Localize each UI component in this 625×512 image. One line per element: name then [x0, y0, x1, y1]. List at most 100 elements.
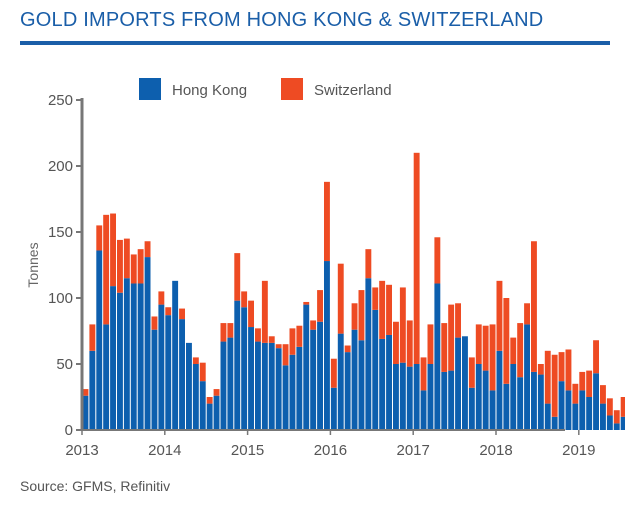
- bar-hong-kong: [572, 403, 579, 430]
- bar-hong-kong: [117, 292, 123, 430]
- bar-hong-kong: [206, 403, 213, 430]
- y-tick-label: 200: [48, 158, 73, 175]
- bar-hong-kong: [96, 250, 103, 430]
- bar-switzerland: [531, 241, 537, 372]
- legend: Hong Kong Switzerland: [139, 78, 392, 100]
- bar-hong-kong: [344, 352, 351, 430]
- bar-hong-kong: [82, 395, 89, 430]
- bar-hong-kong: [468, 387, 475, 430]
- bar-switzerland: [330, 358, 337, 388]
- bar-switzerland: [413, 152, 420, 364]
- y-tick-label: 100: [48, 290, 73, 307]
- bar-switzerland: [593, 340, 599, 374]
- bar-hong-kong: [427, 364, 434, 430]
- bar-switzerland: [110, 213, 116, 287]
- x-tick-label: 2017: [397, 442, 430, 459]
- bar-switzerland: [482, 325, 489, 371]
- bar-hong-kong: [179, 319, 185, 430]
- bar-hong-kong: [144, 257, 151, 430]
- bar-switzerland: [399, 287, 406, 363]
- bar-hong-kong: [130, 283, 137, 430]
- bar-hong-kong: [241, 307, 248, 430]
- bar-switzerland: [537, 364, 544, 375]
- bar-hong-kong: [186, 342, 192, 430]
- x-tick-label: 2016: [314, 442, 347, 459]
- bar-hong-kong: [255, 341, 261, 430]
- bar-switzerland: [103, 214, 110, 325]
- legend-label-hong-kong: Hong Kong: [172, 82, 247, 99]
- bar-switzerland: [586, 370, 593, 397]
- bar-switzerland: [227, 323, 234, 338]
- bar-hong-kong: [172, 280, 179, 430]
- bar-switzerland: [220, 323, 227, 342]
- bar-switzerland: [565, 349, 572, 391]
- bar-hong-kong: [393, 364, 399, 430]
- bar-switzerland: [427, 324, 434, 364]
- bar-hong-kong: [386, 334, 392, 430]
- y-axis-ticks: 0 50 100 150 200 250: [48, 92, 82, 439]
- bar-switzerland: [137, 249, 144, 284]
- bar-switzerland: [503, 298, 510, 384]
- bar-switzerland: [351, 303, 358, 330]
- bar-hong-kong: [275, 348, 282, 430]
- bar-hong-kong: [268, 342, 275, 430]
- bar-hong-kong: [406, 366, 413, 430]
- bar-hong-kong: [489, 390, 496, 430]
- chart-title: GOLD IMPORTS FROM HONG KONG & SWITZERLAN…: [20, 9, 544, 31]
- bar-switzerland: [406, 320, 413, 367]
- bar-switzerland: [289, 328, 296, 355]
- bar-switzerland: [310, 320, 317, 330]
- source-note: Source: GFMS, Refinitiv: [20, 478, 171, 494]
- bar-hong-kong: [613, 423, 620, 430]
- bar-switzerland: [358, 290, 365, 341]
- bar-switzerland: [117, 239, 123, 293]
- bar-switzerland: [489, 324, 496, 391]
- bar-switzerland: [206, 397, 213, 404]
- bar-hong-kong: [496, 350, 503, 430]
- bar-switzerland: [158, 291, 165, 305]
- bar-switzerland: [192, 357, 199, 364]
- bar-hong-kong: [158, 304, 165, 430]
- bar-hong-kong: [372, 309, 379, 430]
- bar-hong-kong: [213, 395, 220, 430]
- y-tick-label: 50: [56, 356, 73, 373]
- bar-switzerland: [241, 291, 248, 308]
- bar-hong-kong: [151, 329, 158, 430]
- bar-hong-kong: [399, 362, 406, 430]
- bar-switzerland: [468, 357, 475, 388]
- legend-swatch-hong-kong: [139, 78, 161, 100]
- x-tick-label: 2014: [148, 442, 181, 459]
- bar-hong-kong: [475, 364, 482, 430]
- y-axis-title: Tonnes: [25, 242, 41, 287]
- bar-switzerland: [441, 323, 448, 372]
- bar-hong-kong: [503, 383, 510, 430]
- bar-hong-kong: [317, 321, 323, 430]
- bar-switzerland: [344, 345, 351, 353]
- bar-switzerland: [420, 357, 427, 391]
- bar-switzerland: [282, 344, 289, 366]
- bar-switzerland: [96, 225, 103, 251]
- bar-hong-kong: [448, 370, 455, 430]
- bar-hong-kong: [248, 327, 254, 430]
- bar-hong-kong: [565, 390, 572, 430]
- bar-switzerland: [434, 237, 441, 284]
- bar-switzerland: [151, 316, 158, 330]
- bar-switzerland: [496, 280, 503, 351]
- bar-hong-kong: [558, 381, 565, 430]
- bar-hong-kong: [531, 371, 537, 430]
- bar-hong-kong: [537, 374, 544, 430]
- bar-hong-kong: [199, 381, 206, 430]
- bar-switzerland: [199, 362, 206, 382]
- x-tick-label: 2015: [231, 442, 264, 459]
- bar-hong-kong: [103, 324, 110, 430]
- title-divider: [20, 41, 610, 45]
- bar-hong-kong: [310, 329, 317, 430]
- y-tick-label: 0: [65, 422, 73, 439]
- bar-hong-kong: [261, 342, 268, 430]
- bar-hong-kong: [524, 324, 530, 430]
- bar-switzerland: [337, 263, 344, 334]
- legend-label-switzerland: Switzerland: [314, 82, 392, 99]
- bar-switzerland: [510, 337, 517, 364]
- bar-hong-kong: [462, 336, 468, 430]
- bar-switzerland: [606, 398, 613, 416]
